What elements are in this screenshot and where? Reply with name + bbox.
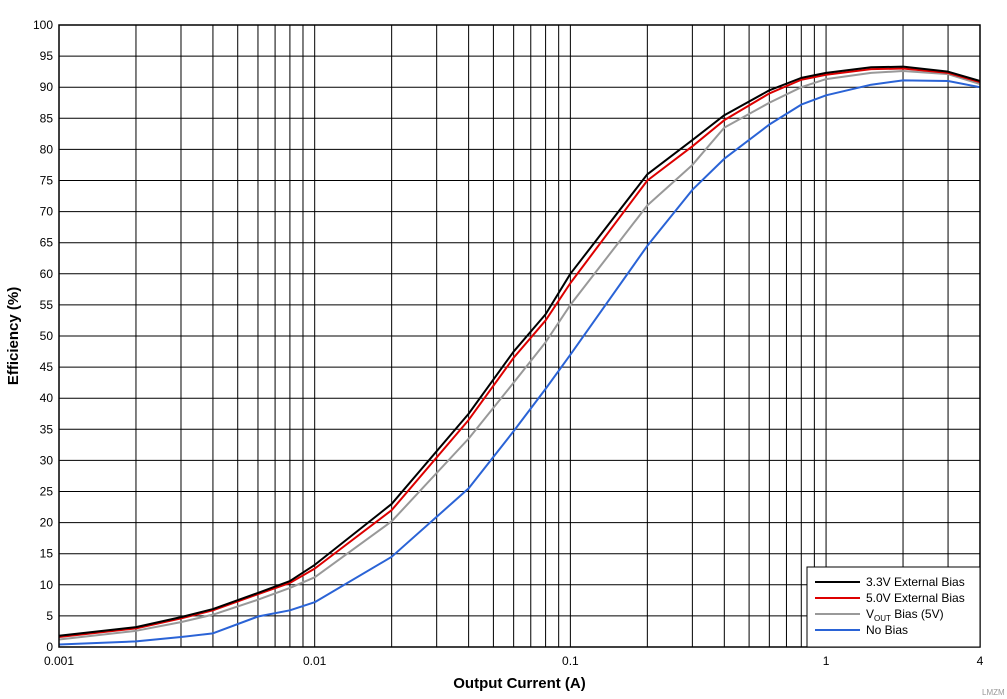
- series-line-1: [58, 65, 981, 637]
- y-tick-label: 15: [40, 547, 54, 561]
- y-tick-label: 95: [40, 49, 54, 63]
- legend-label: No Bias: [866, 623, 908, 637]
- y-tick-label: 20: [40, 516, 54, 530]
- plot-frame: [58, 24, 981, 648]
- x-tick-label: 0.001: [44, 654, 74, 668]
- y-tick-label: 90: [40, 80, 54, 94]
- y-tick-label: 80: [40, 142, 54, 156]
- series-line-3: [58, 70, 981, 641]
- y-tick-label: 70: [40, 205, 54, 219]
- legend-box: [806, 566, 981, 648]
- x-tick-labels: 0.001 0.01 0.1 1 4: [44, 654, 984, 668]
- y-tick-label: 30: [40, 453, 54, 467]
- y-tick-label: 85: [40, 111, 54, 125]
- y-tick-label: 60: [40, 267, 54, 281]
- y-tick-label: 55: [40, 298, 54, 312]
- legend-label: 5.0V External Bias: [866, 591, 965, 605]
- watermark: LMZM: [982, 688, 1005, 697]
- y-tick-label: 50: [40, 329, 54, 343]
- legend-label: 3.3V External Bias: [866, 575, 965, 589]
- y-tick-label: 45: [40, 360, 54, 374]
- y-tick-label: 0: [46, 640, 53, 654]
- x-tick-label: 1: [823, 654, 830, 668]
- y-tick-label: 10: [40, 578, 54, 592]
- series-line-2: [58, 67, 981, 639]
- x-tick-label: 0.01: [303, 654, 327, 668]
- y-tick-label: 35: [40, 422, 54, 436]
- legend-label: VOUT Bias (5V): [866, 607, 944, 623]
- x-tick-label: 0.1: [562, 654, 579, 668]
- y-tick-label: 40: [40, 391, 54, 405]
- series-line-4: [58, 79, 981, 646]
- legend: 3.3V External Bias 5.0V External Bias VOUT…: [806, 566, 981, 648]
- y-axis-title: Efficiency (%): [5, 287, 22, 385]
- x-axis-title: Output Current (A): [453, 675, 585, 692]
- y-tick-label: 65: [40, 236, 54, 250]
- y-tick-label: 75: [40, 174, 54, 188]
- series-lines: [58, 65, 981, 646]
- grid: [58, 24, 981, 648]
- y-tick-label: 25: [40, 485, 54, 499]
- y-tick-label: 100: [33, 18, 53, 32]
- y-tick-label: 5: [46, 609, 53, 623]
- y-tick-labels: 0 5 10 15 20 25 30 35 40 45 50 55 60 65 70 75 80 85 90 95 10…: [33, 18, 53, 654]
- x-tick-label: 4: [977, 654, 984, 668]
